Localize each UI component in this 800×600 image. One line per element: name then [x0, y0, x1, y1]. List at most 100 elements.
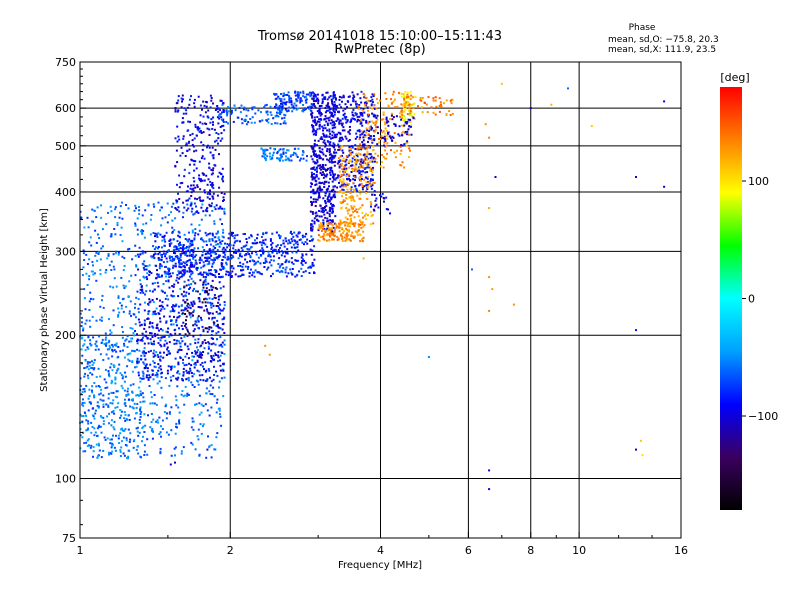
data-point: [334, 133, 337, 136]
data-point: [352, 174, 355, 177]
data-point: [143, 354, 146, 357]
data-point: [323, 233, 326, 236]
data-points: [79, 82, 666, 491]
data-point: [133, 334, 136, 337]
data-point: [176, 140, 179, 143]
data-point: [187, 357, 190, 360]
data-point: [293, 246, 296, 249]
data-point: [318, 147, 321, 149]
data-point: [359, 197, 362, 200]
data-point: [212, 156, 215, 159]
data-point: [322, 237, 325, 240]
data-point: [390, 112, 393, 115]
data-point: [180, 309, 183, 312]
data-point: [126, 346, 129, 348]
data-point: [290, 103, 293, 106]
data-point: [134, 244, 137, 247]
data-point: [135, 365, 138, 368]
data-point: [353, 223, 356, 226]
data-point: [318, 167, 321, 170]
data-point: [367, 122, 370, 125]
data-point: [82, 327, 85, 330]
data-point: [150, 413, 153, 415]
data-point: [410, 94, 413, 97]
data-point: [310, 190, 313, 193]
data-point: [213, 220, 216, 223]
data-point: [208, 269, 210, 272]
data-point: [171, 219, 174, 222]
data-point: [371, 107, 374, 110]
data-point: [380, 135, 383, 137]
data-point: [204, 380, 207, 382]
data-point: [227, 237, 230, 240]
data-point: [192, 253, 195, 256]
data-point: [93, 382, 96, 384]
data-point: [160, 368, 163, 371]
data-point: [388, 135, 391, 138]
data-point: [126, 335, 129, 338]
data-point: [283, 116, 286, 119]
data-point: [116, 396, 119, 399]
data-point: [354, 168, 357, 171]
data-point: [174, 432, 177, 435]
data-point: [170, 334, 173, 337]
data-point: [304, 241, 307, 243]
data-point: [409, 110, 412, 113]
data-point: [210, 168, 213, 171]
data-point: [366, 171, 369, 174]
data-point: [203, 179, 206, 182]
data-point: [282, 122, 285, 125]
data-point: [381, 161, 383, 164]
data-point: [184, 323, 187, 325]
data-point: [406, 93, 409, 96]
data-point: [187, 249, 190, 252]
data-point: [358, 129, 361, 132]
data-point: [221, 248, 224, 251]
data-point: [329, 156, 332, 159]
data-point: [641, 454, 644, 457]
data-point: [239, 261, 242, 264]
data-point: [280, 270, 283, 272]
data-point: [79, 312, 82, 315]
data-point: [177, 370, 180, 373]
data-point: [342, 94, 345, 97]
data-point: [216, 194, 219, 197]
data-point: [156, 373, 159, 376]
data-point: [110, 419, 113, 422]
data-point: [338, 122, 341, 125]
data-point: [81, 362, 83, 365]
data-point: [358, 233, 361, 236]
data-point: [356, 194, 359, 197]
data-point: [170, 368, 172, 371]
data-point: [567, 87, 569, 90]
data-point: [208, 128, 211, 131]
data-point: [202, 144, 205, 147]
data-point: [188, 370, 191, 373]
data-point: [356, 135, 359, 138]
data-point: [207, 292, 210, 295]
data-point: [339, 136, 342, 139]
data-point: [157, 232, 160, 235]
data-point: [148, 298, 151, 301]
data-point: [280, 263, 283, 266]
data-point: [159, 447, 162, 450]
data-point: [198, 370, 201, 373]
data-point: [432, 97, 435, 100]
data-point: [112, 399, 115, 402]
data-point: [110, 446, 113, 449]
data-point: [212, 378, 215, 381]
data-point: [191, 132, 194, 135]
data-point: [148, 301, 151, 304]
data-point: [197, 306, 200, 308]
data-point: [171, 310, 174, 312]
data-point: [175, 399, 178, 402]
data-point: [326, 229, 329, 232]
colorbar-gradient: [720, 87, 742, 510]
data-point: [165, 257, 168, 260]
data-point: [212, 245, 215, 248]
data-point: [159, 263, 162, 266]
data-point: [196, 184, 199, 187]
data-point: [314, 106, 317, 109]
data-point: [198, 374, 201, 377]
data-point: [232, 256, 235, 259]
